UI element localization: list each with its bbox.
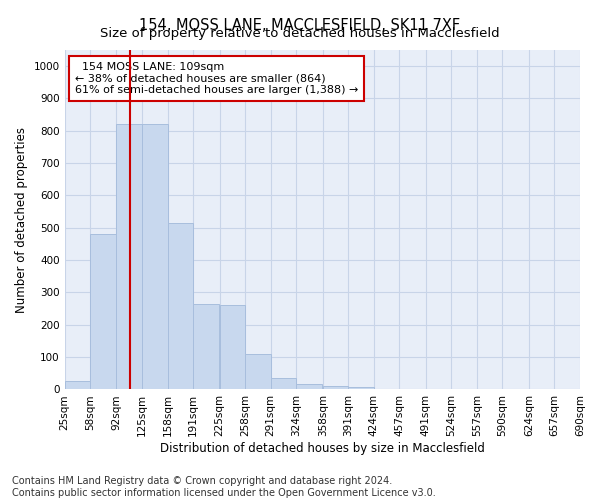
Bar — [323, 386, 348, 390]
Bar — [193, 304, 219, 390]
Text: Contains HM Land Registry data © Crown copyright and database right 2024.
Contai: Contains HM Land Registry data © Crown c… — [12, 476, 436, 498]
Bar — [65, 382, 90, 390]
Bar — [271, 378, 296, 390]
X-axis label: Distribution of detached houses by size in Macclesfield: Distribution of detached houses by size … — [160, 442, 485, 455]
Y-axis label: Number of detached properties: Number of detached properties — [15, 126, 28, 312]
Bar — [167, 223, 193, 390]
Bar — [348, 387, 374, 390]
Bar — [296, 384, 322, 390]
Bar — [374, 389, 400, 390]
Bar — [90, 234, 116, 390]
Text: 154 MOSS LANE: 109sqm
← 38% of detached houses are smaller (864)
61% of semi-det: 154 MOSS LANE: 109sqm ← 38% of detached … — [75, 62, 358, 95]
Text: 154, MOSS LANE, MACCLESFIELD, SK11 7XF: 154, MOSS LANE, MACCLESFIELD, SK11 7XF — [139, 18, 461, 32]
Bar — [245, 354, 271, 390]
Bar — [116, 124, 142, 390]
Bar — [220, 306, 245, 390]
Bar — [142, 124, 167, 390]
Text: Size of property relative to detached houses in Macclesfield: Size of property relative to detached ho… — [100, 28, 500, 40]
